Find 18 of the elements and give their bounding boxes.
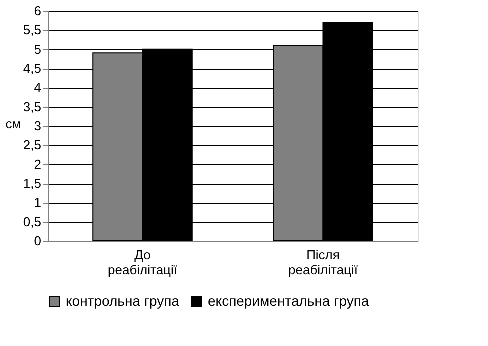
y-tick-label: 6: [34, 4, 42, 18]
y-tick-label: 5: [34, 42, 42, 57]
y-tick-label: 3,5: [23, 99, 42, 114]
y-tick-label: 2: [34, 156, 42, 172]
legend-label: контрольна група: [66, 293, 180, 309]
y-tick-label: 1: [34, 195, 42, 210]
y-tick-label: 1,5: [23, 176, 42, 191]
y-axis-title: см: [6, 116, 22, 132]
x-tick-label: Після реабілітації: [288, 248, 358, 278]
legend-label: експериментальна група: [208, 293, 370, 309]
x-tick-label: До реабілітації: [108, 248, 178, 278]
y-tick-label: 0: [34, 234, 42, 248]
y-tick-label: 3: [34, 118, 42, 134]
y-tick-label: 4: [34, 80, 42, 96]
y-tick-label: 2,5: [23, 138, 42, 153]
y-tick-label: 4,5: [23, 61, 42, 76]
y-tick-label: 0,5: [23, 214, 42, 230]
y-tick-label: 5,5: [23, 22, 42, 38]
